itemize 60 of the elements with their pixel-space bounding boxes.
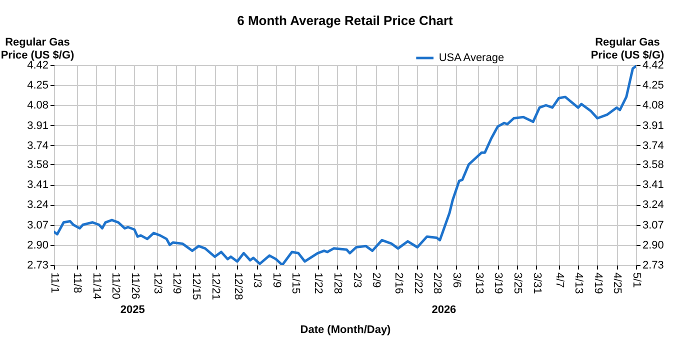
x-tick-label: 1/3 [251, 272, 264, 288]
y2-tick-label: 4.42 [642, 60, 664, 72]
x-tick-label: 1/15 [290, 272, 302, 294]
y2-tick-label: 2.90 [642, 239, 664, 252]
y2-tick-label: 3.41 [642, 179, 664, 192]
x-tick-label: 4/25 [611, 272, 624, 294]
x-tick-label: 2/16 [392, 272, 405, 294]
y-tick-label: 3.74 [27, 140, 48, 152]
x-tick-label: 12/9 [170, 272, 183, 294]
x-tick-label: 12/28 [232, 272, 244, 300]
x-tick-label: 11/8 [71, 272, 84, 294]
y2-tick-label: 3.74 [642, 140, 664, 152]
x-tick-label: 3/6 [450, 272, 462, 288]
x-tick-label: 2/28 [431, 272, 444, 294]
x-tick-label: 3/31 [530, 272, 543, 294]
y2-tick-label: 3.91 [642, 120, 664, 132]
x-tick-label: 2/3 [350, 272, 363, 288]
y-tick-label: 4.42 [27, 60, 48, 72]
x-tick-label: 1/28 [331, 272, 344, 294]
x-tick-label: 11/1 [48, 272, 60, 294]
y-tick-label: 3.24 [27, 199, 48, 212]
y-tick-label: 3.41 [27, 179, 48, 192]
text: 2026 [432, 304, 456, 316]
y-tick-label: 3.91 [27, 120, 48, 132]
x-tick-label: 4/7 [553, 272, 566, 288]
x-tick-label: 3/13 [472, 272, 485, 294]
y-tick-label: 2.73 [27, 260, 48, 272]
y2-tick-label: 4.25 [642, 80, 664, 92]
y-tick-label: 2.90 [27, 239, 48, 252]
x-tick-label: 2/22 [412, 272, 424, 294]
y2-tick-label: 3.24 [642, 199, 664, 212]
line-series [54, 65, 636, 265]
x-axis-title: Date (Month/Day) [300, 324, 392, 336]
y2-tick-label: 4.08 [642, 100, 664, 112]
x-tick-label: 11/14 [90, 272, 102, 300]
x-tick-label: 5/1 [630, 272, 642, 288]
x-tick-label: 12/3 [151, 272, 164, 294]
x-tick-label: 4/19 [592, 272, 604, 294]
chart-title: 6 Month Average Retail Price Chart [237, 13, 454, 28]
y2-tick-label: 2.73 [642, 260, 664, 272]
x-tick-label: 11/20 [110, 272, 122, 300]
y2-tick-label: 3.58 [642, 158, 664, 171]
y2-tick-label: 3.07 [642, 219, 664, 232]
x-tick-label: 1/9 [270, 272, 282, 288]
x-tick-label: 12/21 [209, 272, 222, 300]
y-tick-label: 4.08 [27, 100, 48, 112]
y-tick-label: 3.07 [27, 219, 48, 232]
x-tick-label: 11/26 [128, 272, 141, 300]
x-tick-label: 4/13 [572, 272, 585, 294]
x-tick-label: 3/25 [512, 272, 524, 294]
y-tick-label: 4.25 [27, 80, 48, 92]
y-axis-title: Regular Gas Price (US $/G) [0, 36, 75, 62]
x-tick-label: 3/19 [492, 272, 504, 294]
x-tick-label: 12/15 [190, 272, 202, 300]
y2-axis-title: Regular Gas Price (US $/G) [590, 36, 665, 62]
x-tick-label: 2/9 [370, 272, 382, 288]
y-tick-label: 3.58 [27, 158, 48, 171]
legend-label: USA Average [438, 52, 504, 64]
x-tick-label: 1/22 [312, 272, 324, 294]
text: 2025 [120, 304, 145, 316]
